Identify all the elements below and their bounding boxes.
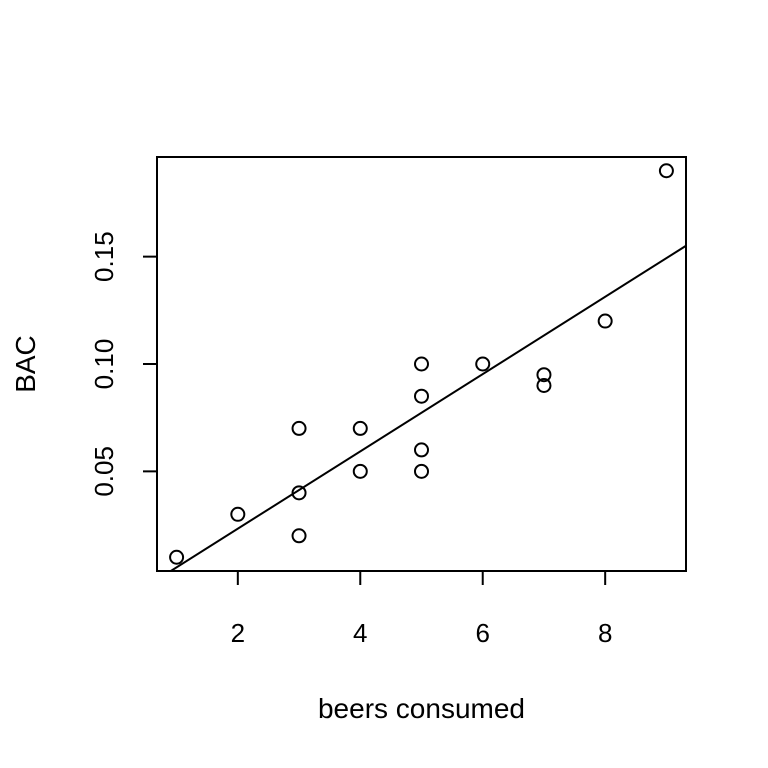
data-point [597,313,613,329]
data-point [169,549,185,565]
data-point [230,506,246,522]
regression-line-layer [168,244,686,571]
data-point [658,163,674,179]
data-point [352,463,368,479]
data-point [291,420,307,436]
data-point [414,388,429,404]
x-tick-label: 8 [598,618,612,648]
data-point [536,367,552,383]
regression-line [168,244,686,571]
data-point [291,528,307,544]
x-tick-label: 2 [231,618,245,648]
x-axis: 2 4 6 8 [231,570,612,648]
y-axis-title: BAC [10,335,41,393]
x-tick-label: 4 [353,618,367,648]
x-axis-title: beers consumed [318,693,525,724]
data-point [291,485,307,501]
data-point [414,442,429,458]
data-point [414,356,429,372]
data-point [414,463,429,479]
data-point [352,420,368,436]
x-tick-label: 6 [475,618,489,648]
data-point [536,377,552,393]
y-tick-label: 0.05 [89,446,119,497]
y-axis: 0.05 0.10 0.15 [89,231,158,497]
data-points [169,163,674,565]
data-point [475,356,491,372]
y-tick-label: 0.10 [89,339,119,390]
y-tick-label: 0.15 [89,231,119,282]
